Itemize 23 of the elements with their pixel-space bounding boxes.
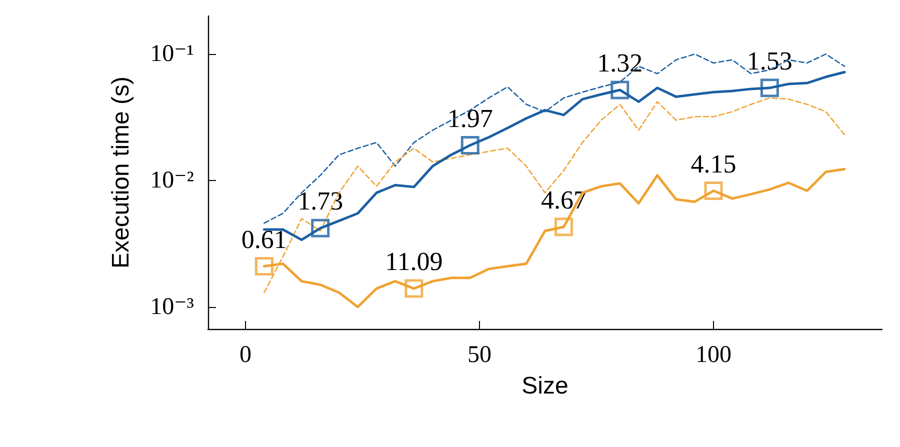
- annotation: 1.97: [447, 104, 493, 133]
- x-tick-label: 100: [696, 342, 732, 368]
- annotation: 4.15: [690, 149, 736, 178]
- point: [610, 80, 630, 100]
- y-tick-label: 10⁻¹: [150, 41, 194, 68]
- annotation: 1.73: [298, 186, 344, 216]
- x-axis-title: Size: [522, 372, 568, 400]
- x-tick-label: 0: [239, 342, 252, 368]
- x-tick-label: 50: [467, 342, 492, 368]
- annotation: 11.09: [385, 247, 443, 276]
- point: [704, 182, 723, 200]
- point: [254, 257, 274, 276]
- annotation: 0.61: [241, 224, 287, 254]
- y-tick-label: 10⁻²: [150, 168, 194, 194]
- point: [760, 78, 779, 98]
- annotation: 1.53: [746, 46, 792, 76]
- point: [460, 136, 480, 155]
- point: [554, 218, 573, 236]
- annotation: 1.32: [597, 48, 643, 78]
- point: [404, 279, 424, 298]
- y-axis-title: Execution time (s): [108, 76, 134, 269]
- y-tick-label: 10⁻³: [150, 294, 194, 320]
- point: [311, 218, 330, 238]
